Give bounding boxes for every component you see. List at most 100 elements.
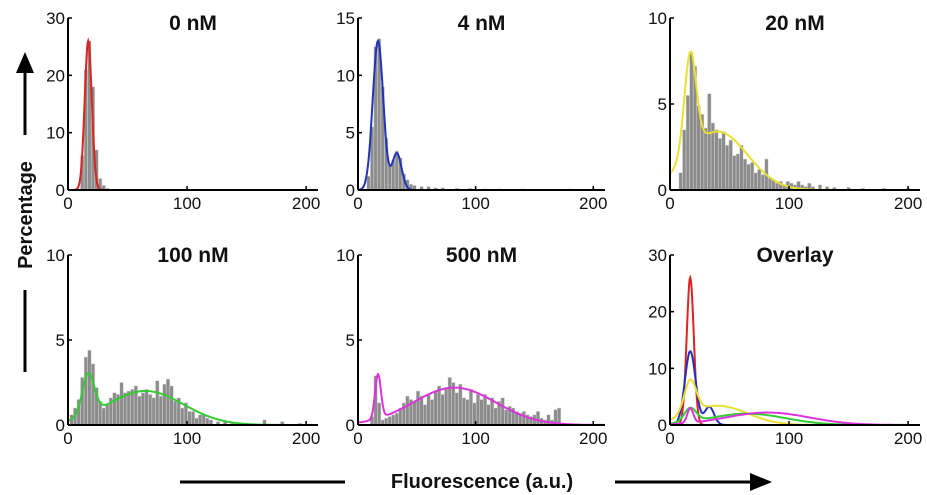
x-tick-label: 200	[894, 429, 922, 448]
histogram-bar	[440, 394, 445, 426]
y-tick-label: 0	[346, 416, 355, 435]
fit-curve-3	[670, 406, 920, 426]
fit-curve-0	[357, 372, 605, 426]
histogram-bar	[119, 382, 124, 426]
histogram-bar	[486, 404, 491, 426]
histogram-bar	[419, 395, 424, 426]
histogram-bar	[717, 138, 723, 191]
histogram-bar	[105, 404, 110, 426]
histogram-bar	[430, 399, 435, 426]
y-tick-label: 10	[46, 246, 65, 265]
y-tick-label: 20	[648, 303, 667, 322]
x-arrow-head	[750, 473, 772, 491]
panel-5: Overlay 0 100 200 0 10 20 30	[648, 244, 922, 448]
histogram-bar	[725, 145, 730, 191]
histogram-bar	[162, 383, 167, 426]
histogram-bar	[535, 411, 540, 426]
histogram-bar	[742, 158, 748, 191]
histogram-bar	[144, 389, 149, 426]
histogram-bar	[148, 394, 153, 426]
histogram-bar	[137, 395, 142, 426]
histogram-bar	[433, 390, 438, 426]
histogram-bar	[387, 416, 392, 426]
histogram-bar	[151, 397, 156, 426]
histogram-bar	[521, 411, 526, 426]
histogram-bar	[190, 411, 196, 426]
y-tick-label: 0	[346, 181, 355, 200]
y-tick-label: 15	[336, 9, 355, 28]
histogram-bar	[158, 395, 163, 426]
histogram-bar	[500, 397, 505, 426]
panel-title: 20 nM	[765, 12, 825, 35]
fit-curve-4	[670, 406, 920, 426]
y-tick-label: 10	[46, 124, 65, 143]
histogram-bar	[391, 414, 396, 426]
histogram-bar	[750, 162, 755, 191]
y-tick-label: 0	[56, 181, 65, 200]
panel-title: 500 nM	[446, 244, 517, 267]
y-axis-label: Percentage	[15, 161, 37, 269]
y-tick-label: 10	[336, 66, 355, 85]
x-tick-label: 200	[894, 194, 922, 213]
histogram-bar	[165, 378, 171, 426]
y-tick-label: 5	[346, 124, 355, 143]
x-tick-label: 0	[353, 194, 362, 213]
histogram-bar	[753, 172, 758, 191]
histogram-bar	[384, 417, 389, 426]
histogram-bar	[394, 412, 399, 426]
histogram-bar	[83, 356, 88, 426]
panel-title: 0 nM	[169, 12, 217, 35]
x-tick-label: 100	[775, 429, 803, 448]
x-axis-annotation: Fluorescence (a.u.)	[180, 471, 772, 493]
panel-title: Overlay	[756, 244, 833, 267]
y-tick-label: 10	[336, 246, 355, 265]
histogram-bar	[454, 392, 459, 426]
fit-curve-1	[670, 349, 920, 426]
y-tick-label: 5	[346, 331, 355, 350]
histogram-bar	[707, 93, 712, 191]
x-tick-label: 0	[63, 194, 72, 213]
y-tick-label: 0	[56, 416, 65, 435]
histogram-bar	[90, 363, 96, 426]
histogram-bar	[423, 404, 428, 426]
histogram-bar	[405, 395, 410, 426]
histogram-bar	[130, 389, 135, 426]
histogram-bar	[721, 131, 726, 191]
histogram-bar	[451, 382, 456, 426]
histogram-bar	[101, 407, 106, 426]
histogram-bar	[169, 385, 174, 426]
y-tick-label: 10	[648, 9, 667, 28]
histogram-bar	[377, 402, 382, 426]
y-axis-annotation: Percentage	[15, 52, 37, 372]
x-axis-label: Fluorescence (a.u.)	[391, 471, 573, 493]
histogram-bar	[140, 392, 146, 426]
histogram-bar	[198, 414, 203, 426]
fit-curve-0	[670, 274, 920, 426]
histogram-bar	[728, 139, 733, 191]
histogram-bar	[87, 349, 92, 426]
histogram-bar	[444, 387, 449, 426]
y-tick-label: 30	[648, 246, 667, 265]
histogram-bar	[685, 95, 690, 191]
y-tick-label: 5	[56, 331, 65, 350]
y-tick-label: 0	[658, 181, 667, 200]
x-tick-label: 200	[579, 429, 607, 448]
histogram-bar	[205, 417, 210, 426]
histogram-bar	[173, 400, 178, 426]
histogram-bar	[461, 397, 466, 426]
histogram-bar	[366, 175, 371, 191]
histogram-bar	[678, 172, 683, 191]
histogram-bar	[735, 153, 740, 191]
x-tick-label: 0	[665, 429, 674, 448]
x-tick-label: 100	[461, 194, 489, 213]
histogram-bar	[479, 399, 484, 426]
histogram-bar	[155, 380, 160, 426]
histogram-bar	[775, 182, 780, 191]
histogram-bar	[126, 390, 131, 426]
panel-3: 100 nM 0 100 200 0 5 10	[46, 244, 320, 448]
x-tick-label: 100	[173, 194, 201, 213]
histogram-bar	[475, 394, 480, 426]
histogram-bar	[714, 129, 719, 191]
histogram-bar	[546, 414, 551, 426]
